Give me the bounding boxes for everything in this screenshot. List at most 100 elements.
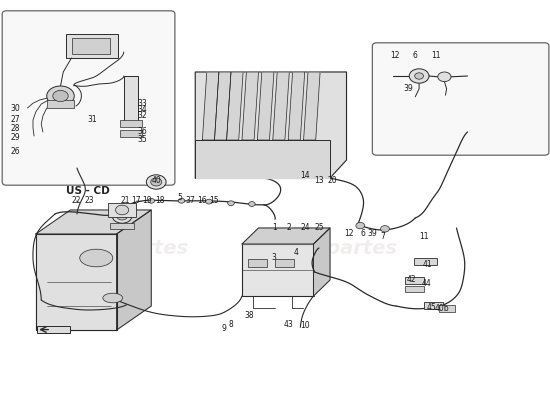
Bar <box>124 76 138 124</box>
Circle shape <box>116 205 129 215</box>
Bar <box>242 244 314 296</box>
Text: 40b: 40b <box>435 304 449 313</box>
Text: 36: 36 <box>137 128 147 136</box>
Text: 14: 14 <box>300 172 310 180</box>
Circle shape <box>112 209 132 223</box>
Text: 29: 29 <box>10 133 20 142</box>
Text: 16: 16 <box>197 196 207 205</box>
FancyBboxPatch shape <box>372 43 549 155</box>
Text: 45: 45 <box>426 304 436 312</box>
Text: 31: 31 <box>87 116 97 124</box>
Text: 8: 8 <box>229 320 233 329</box>
Bar <box>405 277 424 284</box>
Polygon shape <box>273 72 289 140</box>
Text: euroSpartes: euroSpartes <box>262 238 398 258</box>
Polygon shape <box>195 140 330 178</box>
Text: 38: 38 <box>245 312 255 320</box>
Text: 12: 12 <box>344 230 354 238</box>
Bar <box>72 38 110 54</box>
Circle shape <box>117 212 128 220</box>
Polygon shape <box>117 210 151 330</box>
Circle shape <box>178 198 185 203</box>
Circle shape <box>249 202 255 206</box>
Text: 15: 15 <box>210 196 219 205</box>
Text: 44: 44 <box>422 280 432 288</box>
Text: 43: 43 <box>283 320 293 329</box>
Text: US - CD: US - CD <box>66 186 110 196</box>
Polygon shape <box>202 72 219 140</box>
Text: 28: 28 <box>10 124 20 133</box>
Text: 7: 7 <box>381 232 385 241</box>
Text: 20: 20 <box>327 176 337 185</box>
Text: 42: 42 <box>406 276 416 284</box>
Polygon shape <box>36 234 117 330</box>
Text: 26: 26 <box>10 148 20 156</box>
Text: 34: 34 <box>137 106 147 114</box>
Circle shape <box>47 86 74 106</box>
Text: 40: 40 <box>151 176 161 185</box>
Bar <box>110 223 134 229</box>
Circle shape <box>53 90 68 102</box>
Bar <box>405 286 424 292</box>
Bar <box>120 120 142 127</box>
Polygon shape <box>214 72 231 140</box>
Text: 13: 13 <box>314 176 324 185</box>
Text: 23: 23 <box>84 196 94 205</box>
Bar <box>66 34 118 58</box>
Text: 18: 18 <box>155 196 164 205</box>
Text: 37: 37 <box>185 196 195 205</box>
Circle shape <box>438 72 451 82</box>
Text: 41: 41 <box>423 260 433 269</box>
Text: 19: 19 <box>142 196 152 205</box>
Text: 33: 33 <box>137 99 147 108</box>
Bar <box>248 260 267 267</box>
Bar <box>120 130 142 137</box>
Text: 6: 6 <box>361 230 365 238</box>
Circle shape <box>415 73 424 79</box>
Text: 21: 21 <box>120 196 130 205</box>
Text: 22: 22 <box>71 196 81 205</box>
Bar <box>37 326 70 333</box>
Text: 11: 11 <box>419 232 428 241</box>
Text: 9: 9 <box>222 324 227 333</box>
Ellipse shape <box>103 293 123 303</box>
Text: 3: 3 <box>272 254 276 262</box>
Polygon shape <box>257 72 274 140</box>
Bar <box>414 258 437 265</box>
Bar <box>47 100 74 108</box>
Text: 39: 39 <box>367 230 377 238</box>
Circle shape <box>409 69 429 83</box>
Circle shape <box>206 199 212 204</box>
Text: 30: 30 <box>10 104 20 113</box>
Text: 24: 24 <box>301 224 311 232</box>
Circle shape <box>356 222 365 229</box>
Polygon shape <box>242 72 258 140</box>
Text: 6: 6 <box>412 51 417 60</box>
Text: 4: 4 <box>294 248 298 257</box>
FancyBboxPatch shape <box>2 11 175 185</box>
Bar <box>424 302 443 309</box>
Bar <box>275 260 294 267</box>
Circle shape <box>146 175 166 189</box>
Circle shape <box>148 198 155 203</box>
Bar <box>439 305 455 312</box>
Text: 39: 39 <box>403 84 413 93</box>
Text: euroSpartes: euroSpartes <box>53 238 189 258</box>
Text: 5: 5 <box>177 194 182 202</box>
Text: 10: 10 <box>300 322 310 330</box>
Text: 2: 2 <box>287 224 292 232</box>
Text: 1: 1 <box>273 224 277 232</box>
Polygon shape <box>304 72 320 140</box>
Polygon shape <box>227 72 243 140</box>
Text: 27: 27 <box>10 115 20 124</box>
Polygon shape <box>36 210 151 234</box>
Ellipse shape <box>80 249 113 267</box>
Polygon shape <box>195 72 346 178</box>
Circle shape <box>151 178 162 186</box>
Text: 11: 11 <box>431 51 441 60</box>
Polygon shape <box>288 72 305 140</box>
Text: 17: 17 <box>131 196 141 205</box>
Text: 25: 25 <box>314 224 324 232</box>
Text: 35: 35 <box>137 136 147 144</box>
Polygon shape <box>314 228 330 296</box>
